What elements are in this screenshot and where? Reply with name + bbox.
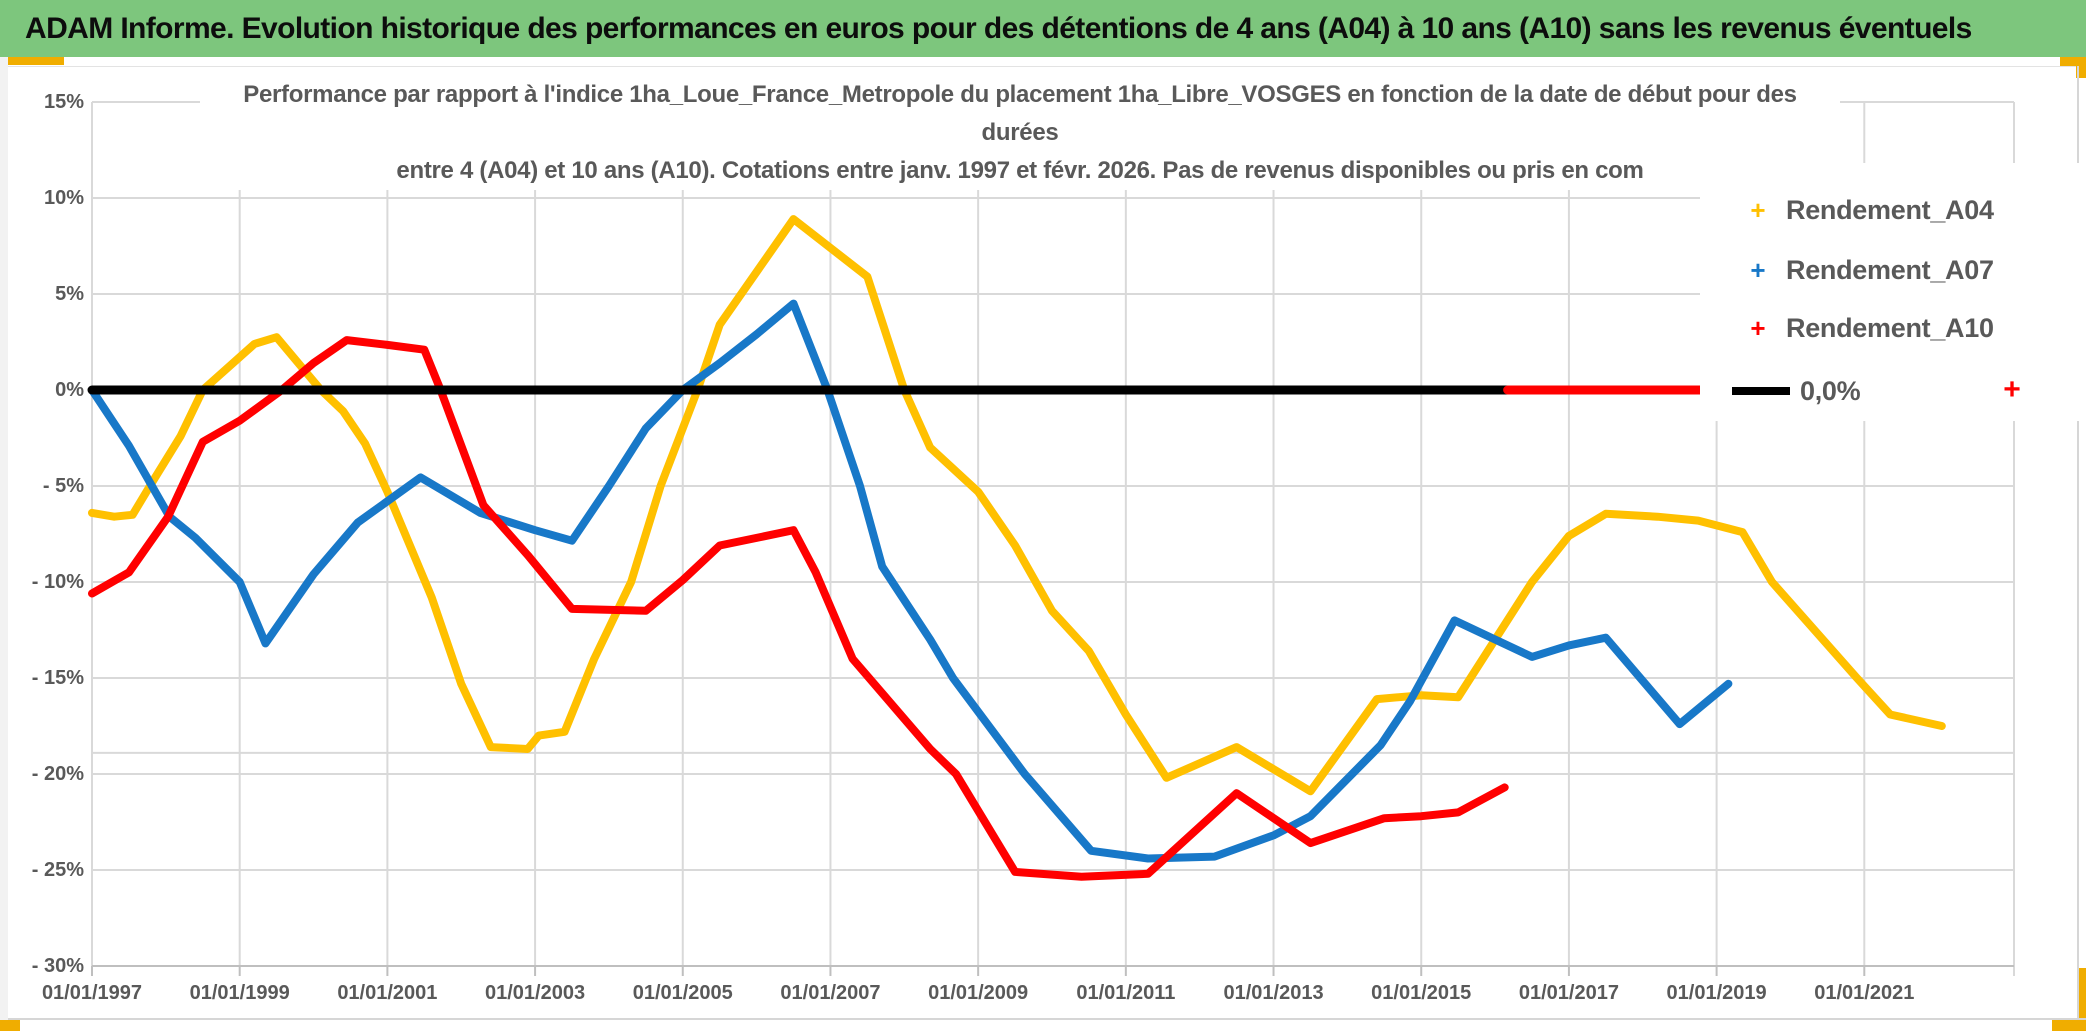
chart-title-line3: entre 4 (A04) et 10 ans (A10). Cotations… <box>396 157 1644 184</box>
report-title-bar: ADAM Informe. Evolution historique des p… <box>0 0 2086 57</box>
x-axis-label: 01/01/1997 <box>41 982 143 1004</box>
legend-item-label: 0,0% <box>1800 375 1861 406</box>
legend-item-label: Rendement_A07 <box>1786 254 1994 285</box>
y-axis-label: - 5% <box>42 475 84 497</box>
legend-plus-marker-icon: + <box>1750 313 1766 343</box>
amber-corner-bottom-left <box>0 1020 20 1031</box>
y-axis-label: - 10% <box>31 571 84 593</box>
legend-item-label: Rendement_A04 <box>1786 194 1994 225</box>
x-axis-label: 01/01/2003 <box>485 982 586 1004</box>
x-axis-label: 01/01/2001 <box>337 982 438 1004</box>
y-axis-label: - 20% <box>31 763 84 785</box>
legend-item-rendement-a07: + Rendement_A07 <box>1740 250 1994 290</box>
x-axis-label: 01/01/2017 <box>1518 982 1619 1004</box>
x-axis-label: 01/01/2007 <box>780 982 881 1004</box>
x-axis-label: 01/01/2013 <box>1223 982 1324 1004</box>
amber-corner-top-right-v <box>2076 57 2086 78</box>
legend-item-label: Rendement_A10 <box>1786 312 1994 343</box>
y-axis-label: - 30% <box>31 955 84 977</box>
legend-plus-marker-icon: + <box>1750 195 1766 225</box>
y-axis-label: 0% <box>55 379 84 401</box>
series-rendement-a04 <box>88 215 1946 796</box>
report-title: ADAM Informe. Evolution historique des p… <box>25 11 1972 45</box>
legend-item-rendement-a10: + Rendement_A10 <box>1740 308 1994 348</box>
chart-legend: + Rendement_A04 + Rendement_A07 + Rendement_A… <box>1700 163 2080 421</box>
y-axis-label: 15% <box>43 91 84 113</box>
titlebar-underline <box>8 57 2078 67</box>
x-axis-label: 01/01/1999 <box>189 982 290 1004</box>
chart-title: Performance par rapport à l'indice 1ha_L… <box>200 76 1840 190</box>
x-axis-label: 01/01/2021 <box>1814 982 1915 1004</box>
y-axis-label: - 15% <box>31 667 84 689</box>
x-axis-label: 01/01/2015 <box>1371 982 1472 1004</box>
y-axis-label: - 25% <box>31 859 84 881</box>
y-axis-label: 10% <box>43 187 84 209</box>
x-axis-label: 01/01/2019 <box>1666 982 1767 1004</box>
legend-plus-marker-icon: + <box>1750 255 1766 285</box>
amber-corner-bottom-right-v <box>2078 968 2086 1020</box>
chart-title-line2: durées <box>981 119 1059 146</box>
sheet-border-right <box>2077 66 2079 1018</box>
x-axis-label: 01/01/2005 <box>632 982 733 1004</box>
y-axis-label: 5% <box>55 283 84 305</box>
x-axis-label: 01/01/2009 <box>928 982 1029 1004</box>
series-rendement-a10 <box>88 336 1509 881</box>
amber-corner-bottom-right-h <box>2052 1020 2086 1031</box>
legend-item-rendement-a04: + Rendement_A04 <box>1740 190 1994 230</box>
amber-corner-top-left <box>8 57 64 65</box>
x-axis-label: 01/01/2011 <box>1076 982 1176 1004</box>
chart-title-line1: Performance par rapport à l'indice 1ha_L… <box>243 81 1797 108</box>
red-zero-end-marker: + <box>2003 373 2021 406</box>
left-margin-strip <box>0 57 8 1031</box>
legend-line-sample-icon <box>1732 387 1790 395</box>
amber-corner-top-right-h <box>2060 57 2086 66</box>
sheet-border-bottom <box>8 1018 2086 1020</box>
legend-item-0-0-: 0,0% <box>1732 371 1861 411</box>
